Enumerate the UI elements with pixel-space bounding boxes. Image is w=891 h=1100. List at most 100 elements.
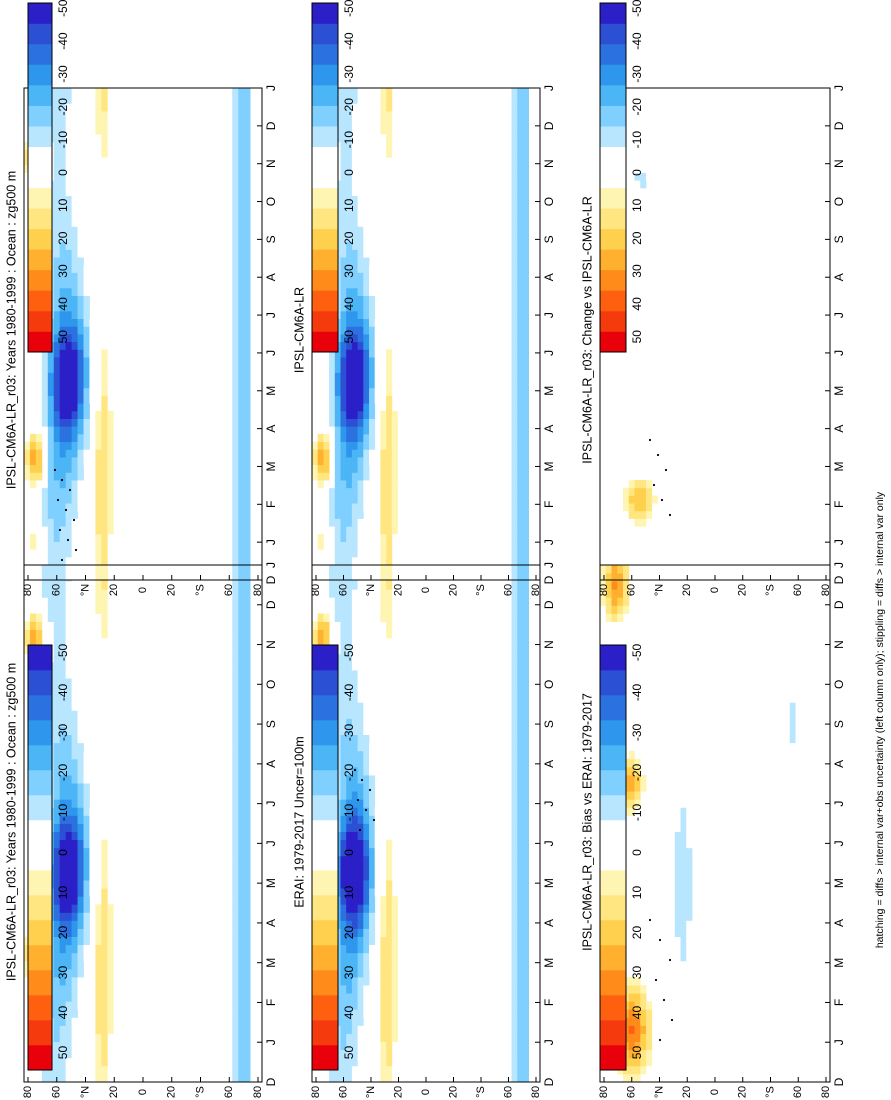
field-cell [363, 487, 370, 496]
field-cell [357, 226, 364, 235]
field-cell [65, 187, 72, 197]
field-cell [59, 118, 67, 127]
field-cell [380, 410, 387, 419]
field-cell [47, 549, 55, 558]
field-cell [340, 203, 347, 212]
field-cell [59, 295, 67, 304]
field-cell [244, 993, 251, 1002]
field-cell [334, 605, 341, 614]
field-cell [232, 303, 239, 312]
field-cell [71, 556, 78, 566]
field-cell [812, 799, 819, 808]
field-cell [369, 944, 376, 954]
field-cell [346, 968, 353, 978]
field-cell [623, 581, 630, 590]
field-cell [77, 310, 84, 320]
field-cell [351, 272, 358, 281]
field-cell [59, 357, 67, 366]
field-cell [380, 976, 387, 986]
field-cell [617, 581, 624, 590]
field-cell [53, 172, 61, 181]
field-cell [517, 960, 524, 970]
field-cell [357, 742, 364, 752]
field-cell [812, 1057, 819, 1067]
field-cell [346, 134, 353, 143]
field-cell [323, 589, 330, 598]
field-cell [83, 418, 90, 427]
field-cell [226, 1017, 233, 1026]
field-cell [517, 775, 524, 784]
field-cell [380, 581, 387, 590]
field-cell [346, 364, 353, 373]
colorbar-swatch [28, 64, 52, 86]
field-cell [351, 726, 358, 736]
field-cell [357, 480, 364, 489]
field-cell [71, 920, 78, 929]
field-cell [346, 581, 353, 590]
field-cell [363, 264, 370, 273]
field-cell [77, 387, 84, 396]
field-cell [357, 241, 364, 250]
field-cell [511, 480, 518, 489]
field-cell [517, 734, 524, 744]
field-cell [238, 141, 245, 150]
field-cell [363, 318, 370, 327]
field-cell [59, 694, 67, 703]
field-cell [505, 464, 512, 473]
field-cell [329, 572, 336, 581]
field-cell [517, 815, 524, 824]
field-cell [357, 758, 364, 768]
field-cell [511, 395, 518, 404]
field-cell [686, 944, 693, 954]
field-cell [511, 1033, 518, 1043]
field-cell [77, 863, 84, 873]
lat-tick-label: °S [764, 584, 776, 596]
field-cell [53, 433, 61, 443]
field-cell [65, 395, 72, 404]
field-cell [232, 920, 239, 929]
field-cell [623, 503, 630, 512]
field-cell [244, 661, 251, 671]
field-cell [517, 364, 524, 373]
field-cell [363, 766, 370, 776]
field-cell [391, 1009, 398, 1018]
field-cell [77, 710, 84, 719]
field-cell [807, 349, 814, 358]
field-cell [77, 318, 84, 327]
field-cell [83, 318, 90, 327]
field-cell [244, 518, 251, 527]
field-cell [65, 936, 72, 946]
field-cell [244, 457, 251, 466]
field-cell [517, 310, 524, 320]
field-cell [386, 581, 393, 590]
field-cell [53, 449, 61, 458]
field-cell [522, 249, 529, 258]
field-cell [640, 985, 647, 994]
colorbar-label: 20 [56, 231, 70, 245]
field-cell [351, 457, 358, 466]
field-cell [53, 1065, 61, 1075]
colorbar-label: 50 [630, 330, 644, 344]
field-cell [351, 1073, 358, 1083]
field-cell [71, 341, 78, 350]
field-cell [812, 993, 819, 1002]
field-cell [522, 888, 529, 897]
colorbar-label: -50 [56, 0, 70, 17]
field-cell [323, 510, 330, 519]
field-cell [334, 395, 341, 404]
month-tick-label: M [832, 878, 846, 888]
field-cell [334, 589, 341, 598]
field-cell [505, 944, 512, 954]
field-cell [346, 157, 353, 166]
field-cell [522, 564, 529, 573]
field-cell [53, 670, 61, 679]
field-cell [101, 888, 108, 897]
colorbar-swatch [312, 23, 338, 45]
field-cell [226, 541, 233, 550]
field-cell [77, 341, 84, 350]
field-cell [351, 766, 358, 776]
field-cell [634, 1049, 641, 1059]
field-cell [334, 380, 341, 389]
field-cell [505, 218, 512, 227]
field-cell [351, 678, 358, 687]
